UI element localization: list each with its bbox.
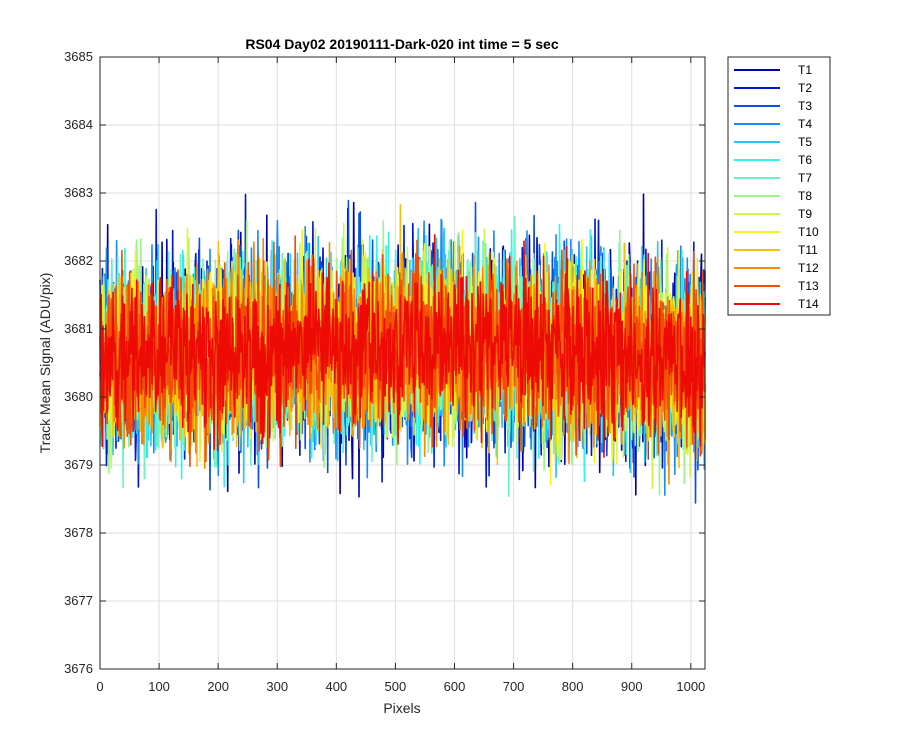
x-tick-label: 400 bbox=[325, 679, 347, 694]
legend-label-t6: T6 bbox=[798, 153, 812, 167]
x-tick-label: 1000 bbox=[676, 679, 705, 694]
legend-label-t9: T9 bbox=[798, 207, 812, 221]
y-tick-label: 3683 bbox=[64, 185, 93, 200]
y-axis-label: Track Mean Signal (ADU/pix) bbox=[37, 273, 53, 454]
legend-label-t12: T12 bbox=[798, 261, 819, 275]
series-lines bbox=[99, 193, 706, 504]
x-tick-label: 0 bbox=[96, 679, 103, 694]
legend-label-t2: T2 bbox=[798, 81, 812, 95]
x-tick-label: 800 bbox=[562, 679, 584, 694]
x-tick-label: 500 bbox=[385, 679, 407, 694]
y-tick-label: 3685 bbox=[64, 49, 93, 64]
series-line-t14 bbox=[99, 234, 706, 461]
legend-box bbox=[727, 56, 831, 316]
legend-label-t3: T3 bbox=[798, 99, 812, 113]
y-tick-label: 3679 bbox=[64, 457, 93, 472]
x-tick-label: 300 bbox=[266, 679, 288, 694]
legend-label-t5: T5 bbox=[798, 135, 812, 149]
x-tick-label: 900 bbox=[621, 679, 643, 694]
x-axis-ticks: 0 100 200 300 400 500 600 700 800 900 1000 bbox=[96, 57, 705, 694]
x-axis-label: Pixels bbox=[383, 700, 420, 716]
x-tick-label: 100 bbox=[148, 679, 170, 694]
chart-title: RS04 Day02 20190111-Dark-020 int time = … bbox=[245, 36, 558, 52]
legend-label-t13: T13 bbox=[798, 279, 819, 293]
x-tick-label: 600 bbox=[444, 679, 466, 694]
y-tick-label: 3684 bbox=[64, 117, 93, 132]
y-tick-label: 3677 bbox=[64, 593, 93, 608]
legend: T1 T2 T3 T4 T5 T6 T7 T8 T9 T10 T11 T12 T13 T14 bbox=[727, 56, 831, 316]
y-tick-label: 3676 bbox=[64, 661, 93, 676]
y-tick-label: 3681 bbox=[64, 321, 93, 336]
y-tick-label: 3678 bbox=[64, 525, 93, 540]
legend-label-t1: T1 bbox=[798, 63, 812, 77]
y-tick-label: 3682 bbox=[64, 253, 93, 268]
x-tick-label: 700 bbox=[503, 679, 525, 694]
y-tick-label: 3680 bbox=[64, 389, 93, 404]
legend-label-t14: T14 bbox=[798, 297, 819, 311]
legend-label-t11: T11 bbox=[798, 243, 818, 257]
y-axis-ticks: 3676 3677 3678 3679 3680 3681 3682 3683 3684 3685 bbox=[64, 49, 705, 676]
legend-label-t7: T7 bbox=[798, 171, 812, 185]
plot-frame bbox=[99, 56, 706, 670]
x-tick-label: 200 bbox=[207, 679, 229, 694]
legend-label-t10: T10 bbox=[798, 225, 819, 239]
legend-label-t8: T8 bbox=[798, 189, 812, 203]
legend-label-t4: T4 bbox=[798, 117, 812, 131]
